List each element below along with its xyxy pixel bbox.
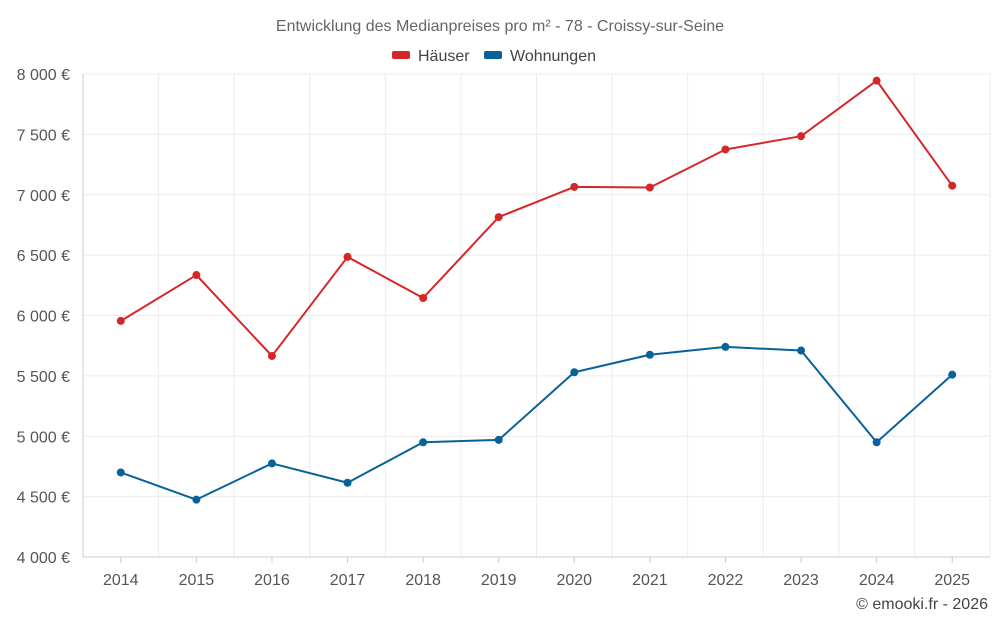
- x-tick-label: 2023: [783, 572, 819, 589]
- data-point-wohnungen[interactable]: [343, 478, 352, 487]
- data-point-wohnungen[interactable]: [948, 370, 957, 379]
- data-point-wohnungen[interactable]: [494, 435, 503, 444]
- series-line-wohnungen: [120, 345, 953, 501]
- data-point-haeuser[interactable]: [645, 183, 654, 192]
- legend-label-wohnungen: Wohnungen: [510, 48, 596, 65]
- legend-item-haeuser[interactable]: Häuser: [392, 48, 470, 65]
- x-tick-label: 2017: [330, 572, 366, 589]
- data-point-haeuser[interactable]: [343, 252, 352, 261]
- data-point-wohnungen[interactable]: [116, 468, 125, 477]
- y-tick-label: 4 500 €: [17, 490, 70, 507]
- y-tick-label: 7 000 €: [17, 188, 70, 205]
- x-tick-label: 2019: [481, 572, 517, 589]
- x-tick-label: 2025: [934, 572, 970, 589]
- chart-title: Entwicklung des Medianpreises pro m² - 7…: [276, 18, 724, 35]
- legend: Häuser Wohnungen: [392, 48, 596, 65]
- data-point-haeuser[interactable]: [872, 76, 881, 85]
- data-point-haeuser[interactable]: [948, 181, 957, 190]
- x-tick-label: 2018: [405, 572, 441, 589]
- y-tick-label: 4 000 €: [17, 550, 70, 567]
- data-point-wohnungen[interactable]: [797, 346, 806, 355]
- y-tick-label: 5 500 €: [17, 369, 70, 386]
- legend-item-wohnungen[interactable]: Wohnungen: [484, 48, 596, 65]
- data-point-wohnungen[interactable]: [192, 495, 201, 504]
- y-tick-label: 5 000 €: [17, 429, 70, 446]
- data-point-haeuser[interactable]: [570, 182, 579, 191]
- y-tick-label: 7 500 €: [17, 127, 70, 144]
- series-group: [116, 76, 957, 504]
- legend-label-haeuser: Häuser: [418, 48, 470, 65]
- x-tick-label: 2022: [708, 572, 744, 589]
- legend-swatch-wohnungen: [484, 51, 502, 59]
- x-tick-label: 2024: [859, 572, 895, 589]
- credit-text: © emooki.fr - 2026: [856, 596, 988, 613]
- y-tick-label: 8 000 €: [17, 67, 70, 84]
- y-axis-ticks: 4 000 € 4 500 € 5 000 € 5 500 € 6 000 € 6 500…: [17, 67, 70, 567]
- x-tick-label: 2016: [254, 572, 290, 589]
- data-point-haeuser[interactable]: [192, 271, 201, 280]
- data-point-haeuser[interactable]: [721, 145, 730, 154]
- y-tick-label: 6 000 €: [17, 309, 70, 326]
- data-point-haeuser[interactable]: [797, 132, 806, 141]
- x-axis-ticks: 2014 2015 2016 2017 2018 2019 2020 2021 2022 2023…: [103, 557, 970, 589]
- data-point-haeuser[interactable]: [419, 293, 428, 302]
- data-point-wohnungen[interactable]: [570, 368, 579, 377]
- grid: [83, 73, 991, 558]
- series-line-haeuser: [120, 79, 954, 357]
- x-tick-label: 2020: [556, 572, 592, 589]
- data-point-wohnungen[interactable]: [645, 350, 654, 359]
- data-point-wohnungen[interactable]: [419, 438, 428, 447]
- axes: [82, 74, 990, 558]
- data-point-wohnungen[interactable]: [267, 459, 276, 468]
- x-tick-label: 2015: [179, 572, 215, 589]
- x-tick-label: 2014: [103, 572, 139, 589]
- data-point-wohnungen[interactable]: [721, 342, 730, 351]
- data-point-haeuser[interactable]: [267, 351, 276, 360]
- legend-swatch-haeuser: [392, 51, 410, 59]
- y-tick-label: 6 500 €: [17, 248, 70, 265]
- data-point-haeuser[interactable]: [494, 213, 503, 222]
- data-point-haeuser[interactable]: [116, 316, 125, 325]
- data-point-wohnungen[interactable]: [872, 438, 881, 447]
- x-tick-label: 2021: [632, 572, 668, 589]
